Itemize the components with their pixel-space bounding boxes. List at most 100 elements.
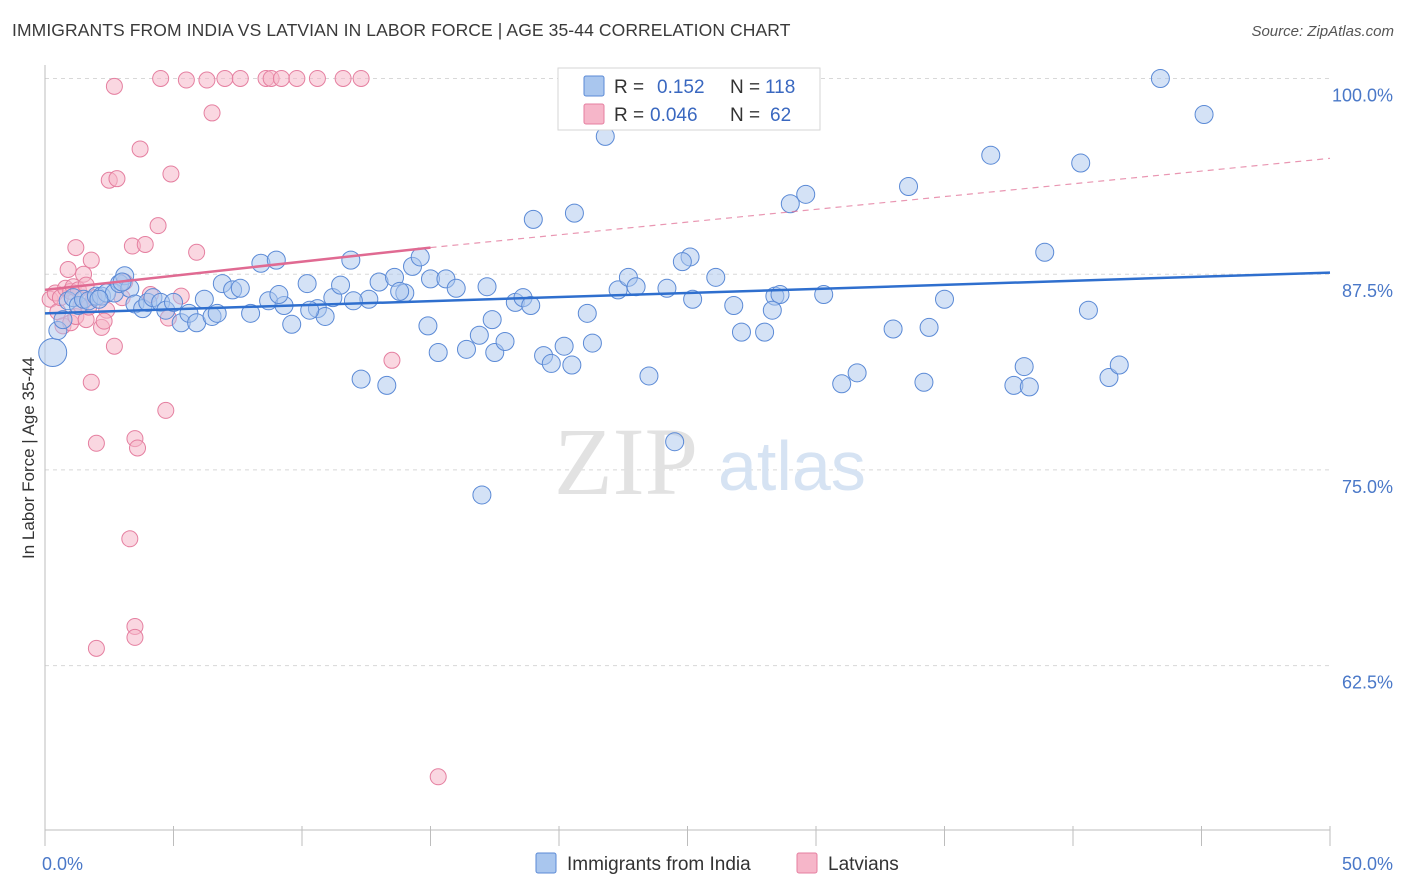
india-point bbox=[194, 289, 214, 309]
india-point bbox=[477, 277, 497, 297]
india-point bbox=[731, 322, 751, 342]
india-point bbox=[390, 281, 410, 301]
india-point bbox=[847, 363, 867, 383]
x-tick-label: 0.0% bbox=[42, 854, 83, 874]
india-point bbox=[935, 289, 954, 309]
bottom-legend-label-india: Immigrants from India bbox=[567, 854, 751, 875]
india-point bbox=[724, 296, 744, 316]
india-point bbox=[780, 194, 800, 214]
india-point bbox=[672, 252, 692, 272]
india-point bbox=[297, 274, 317, 294]
latvian-point bbox=[157, 401, 175, 419]
latvian-point bbox=[108, 170, 126, 188]
india-point bbox=[269, 285, 289, 305]
latvian-point bbox=[95, 312, 113, 330]
india-point bbox=[577, 303, 597, 323]
latvian-point bbox=[82, 373, 100, 391]
india-point bbox=[341, 250, 361, 270]
india-point bbox=[832, 374, 852, 394]
latvian-point bbox=[105, 77, 123, 95]
india-point bbox=[883, 319, 903, 339]
india-point bbox=[456, 339, 476, 359]
legend-swatch-india bbox=[583, 75, 605, 97]
legend-n-label-india: N = bbox=[730, 77, 760, 98]
india-point bbox=[1019, 377, 1039, 397]
legend-r-label-india: R = bbox=[614, 77, 644, 98]
india-point bbox=[418, 316, 438, 336]
india-point bbox=[523, 209, 543, 229]
india-trend-line bbox=[44, 271, 1331, 315]
india-point bbox=[1078, 300, 1098, 320]
india-point bbox=[1099, 368, 1119, 388]
latvian-point bbox=[272, 69, 290, 87]
india-point bbox=[89, 289, 109, 309]
india-point bbox=[755, 322, 775, 342]
india-point bbox=[582, 333, 602, 353]
y-tick-label: 100.0% bbox=[1332, 85, 1393, 105]
axes bbox=[44, 65, 1331, 846]
bottom-legend-swatch-latvian bbox=[796, 852, 818, 874]
latvian-point bbox=[87, 639, 105, 657]
latvian-point bbox=[383, 351, 401, 369]
india-point bbox=[351, 369, 371, 389]
latvian-point bbox=[308, 69, 326, 87]
latvian-point bbox=[162, 165, 180, 183]
india-point bbox=[541, 353, 561, 373]
latvian-point bbox=[129, 439, 147, 457]
chart-title: IMMIGRANTS FROM INDIA VS LATVIAN IN LABO… bbox=[12, 20, 791, 40]
india-point bbox=[472, 485, 492, 505]
legend-r-label-latvian: R = bbox=[614, 105, 644, 126]
watermark-zip: ZIP bbox=[554, 408, 698, 515]
latvian-point bbox=[87, 434, 105, 452]
latvian-point bbox=[288, 69, 306, 87]
india-point bbox=[251, 253, 271, 273]
india-point bbox=[446, 278, 466, 298]
india-point bbox=[343, 291, 363, 311]
india-point bbox=[639, 366, 659, 386]
chart-source: Source: ZipAtlas.com bbox=[1251, 23, 1394, 40]
legend-swatch-latvian bbox=[583, 103, 605, 125]
latvian-point bbox=[136, 235, 154, 253]
india-point bbox=[521, 296, 541, 316]
latvian-point bbox=[152, 69, 170, 87]
latvian-point bbox=[149, 217, 167, 235]
trend-lines bbox=[44, 157, 1331, 315]
watermark: ZIP atlas bbox=[554, 408, 866, 515]
legend-n-value-india: 118 bbox=[765, 77, 795, 98]
latvian-trend-extension bbox=[430, 157, 1331, 249]
india-point bbox=[564, 203, 584, 223]
x-tick-label: 50.0% bbox=[1342, 854, 1393, 874]
india-point bbox=[241, 303, 261, 323]
india-point bbox=[1014, 357, 1034, 377]
india-point bbox=[469, 325, 489, 345]
india-point bbox=[230, 278, 250, 298]
latvian-point bbox=[203, 104, 221, 122]
series-legend: Immigrants from India Latvians bbox=[535, 852, 899, 875]
latvian-trend-line bbox=[44, 246, 431, 292]
watermark-atlas: atlas bbox=[718, 427, 866, 505]
india-point bbox=[1194, 104, 1214, 124]
latvian-point bbox=[177, 71, 195, 89]
latvian-point bbox=[352, 69, 370, 87]
latvian-point bbox=[429, 768, 447, 786]
india-point bbox=[482, 310, 502, 330]
india-point bbox=[377, 375, 397, 395]
series-latvians-points bbox=[41, 69, 447, 786]
latvian-point bbox=[231, 69, 249, 87]
latvian-point bbox=[67, 239, 85, 257]
india-point bbox=[899, 177, 919, 197]
latvian-point bbox=[334, 69, 352, 87]
india-point bbox=[1109, 355, 1129, 375]
india-point bbox=[981, 145, 1001, 165]
latvian-point bbox=[105, 337, 123, 355]
india-point bbox=[683, 289, 703, 309]
correlation-legend: R = 0.152 N = 118 R = 0.046 N = 62 bbox=[557, 67, 821, 131]
india-point bbox=[626, 277, 646, 297]
legend-r-value-latvian: 0.046 bbox=[650, 105, 698, 126]
india-point bbox=[428, 342, 448, 362]
latvian-point bbox=[188, 243, 206, 261]
legend-r-value-india: 0.152 bbox=[657, 77, 705, 98]
latvian-point bbox=[82, 251, 100, 269]
india-point bbox=[914, 372, 934, 392]
